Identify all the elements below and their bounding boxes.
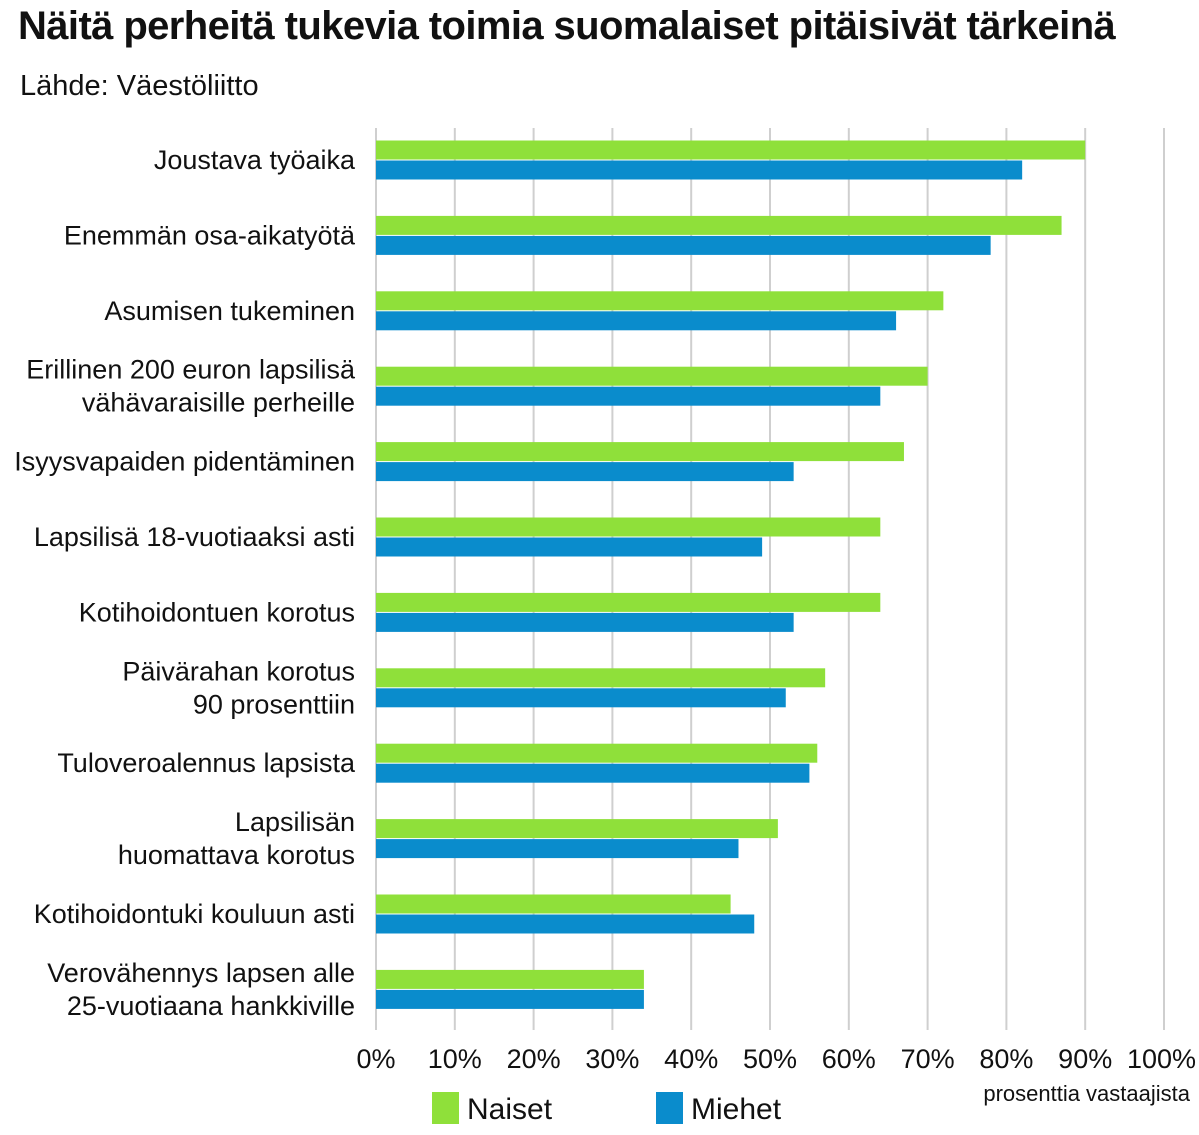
bar-naiset bbox=[376, 592, 881, 612]
bar-miehet bbox=[376, 462, 794, 482]
bar-naiset bbox=[376, 819, 778, 839]
gridlines bbox=[375, 128, 1165, 1030]
category-label: huomattava korotus bbox=[118, 840, 355, 870]
x-tick-label: 30% bbox=[585, 1044, 639, 1074]
category-label: Enemmän osa-aikatyötä bbox=[64, 220, 356, 250]
category-label: Tuloveroalennus lapsista bbox=[57, 748, 356, 778]
category-label: 25-vuotiaana hankkiville bbox=[67, 991, 355, 1021]
bar-naiset bbox=[376, 517, 881, 537]
legend-label-naiset: Naiset bbox=[467, 1093, 553, 1126]
bar-naiset bbox=[376, 969, 644, 989]
bars bbox=[376, 140, 1086, 1009]
x-tick-label: 40% bbox=[664, 1044, 718, 1074]
bar-miehet bbox=[376, 989, 644, 1009]
category-label: Asumisen tukeminen bbox=[104, 296, 355, 326]
bar-naiset bbox=[376, 366, 928, 386]
category-labels: Joustava työaika Enemmän osa-aikatyötä Asu… bbox=[14, 145, 356, 1021]
bar-naiset bbox=[376, 140, 1086, 160]
category-label: Isyysvapaiden pidentäminen bbox=[14, 447, 355, 477]
legend-swatch-naiset bbox=[432, 1092, 459, 1124]
category-label: Erillinen 200 euron lapsilisä bbox=[26, 355, 356, 385]
bar-miehet bbox=[376, 914, 755, 934]
bar-naiset bbox=[376, 442, 904, 462]
bar-miehet bbox=[376, 160, 1023, 180]
bar-miehet bbox=[376, 386, 881, 406]
chart-title: Näitä perheitä tukevia toimia suomalaise… bbox=[18, 4, 1116, 48]
category-label: Päivärahan korotus bbox=[122, 656, 355, 686]
x-tick-label: 20% bbox=[507, 1044, 561, 1074]
x-tick-label: 90% bbox=[1058, 1044, 1112, 1074]
x-tick-label: 10% bbox=[428, 1044, 482, 1074]
x-tick-label: 0% bbox=[356, 1044, 395, 1074]
category-label: vähävaraisille perheille bbox=[82, 388, 355, 418]
bar-miehet bbox=[376, 763, 810, 783]
bar-miehet bbox=[376, 839, 739, 859]
bar-miehet bbox=[376, 612, 794, 632]
category-label: Joustava työaika bbox=[154, 145, 356, 175]
x-tick-label: 50% bbox=[743, 1044, 797, 1074]
x-tick-label: 70% bbox=[901, 1044, 955, 1074]
category-label: Kotihoidontuen korotus bbox=[79, 597, 355, 627]
x-tick-label: 80% bbox=[979, 1044, 1033, 1074]
x-axis-label: prosenttia vastaajista bbox=[983, 1081, 1190, 1106]
bar-miehet bbox=[376, 235, 991, 255]
category-label: Kotihoidontuki kouluun asti bbox=[34, 899, 355, 929]
bar-naiset bbox=[376, 743, 818, 763]
bar-naiset bbox=[376, 215, 1062, 235]
x-tick-label: 100% bbox=[1127, 1044, 1196, 1074]
bar-miehet bbox=[376, 688, 786, 708]
bar-naiset bbox=[376, 894, 731, 914]
category-label: Verovähennys lapsen alle bbox=[47, 958, 355, 988]
bar-miehet bbox=[376, 311, 897, 331]
x-tick-labels: 0% 10% 20% 30% 40% 50% 60% 70% 80% 90% 100% bbox=[356, 1044, 1196, 1074]
category-label: Lapsilisä 18-vuotiaaksi asti bbox=[34, 522, 355, 552]
chart-subtitle: Lähde: Väestöliitto bbox=[20, 70, 259, 102]
bar-naiset bbox=[376, 668, 826, 688]
x-tick-label: 60% bbox=[822, 1044, 876, 1074]
category-label: Lapsilisän bbox=[235, 807, 355, 837]
legend: Naiset Miehet bbox=[432, 1092, 782, 1126]
legend-label-miehet: Miehet bbox=[691, 1093, 782, 1126]
bar-naiset bbox=[376, 291, 944, 311]
bar-miehet bbox=[376, 537, 763, 557]
legend-swatch-miehet bbox=[656, 1092, 683, 1124]
category-label: 90 prosenttiin bbox=[193, 689, 355, 719]
